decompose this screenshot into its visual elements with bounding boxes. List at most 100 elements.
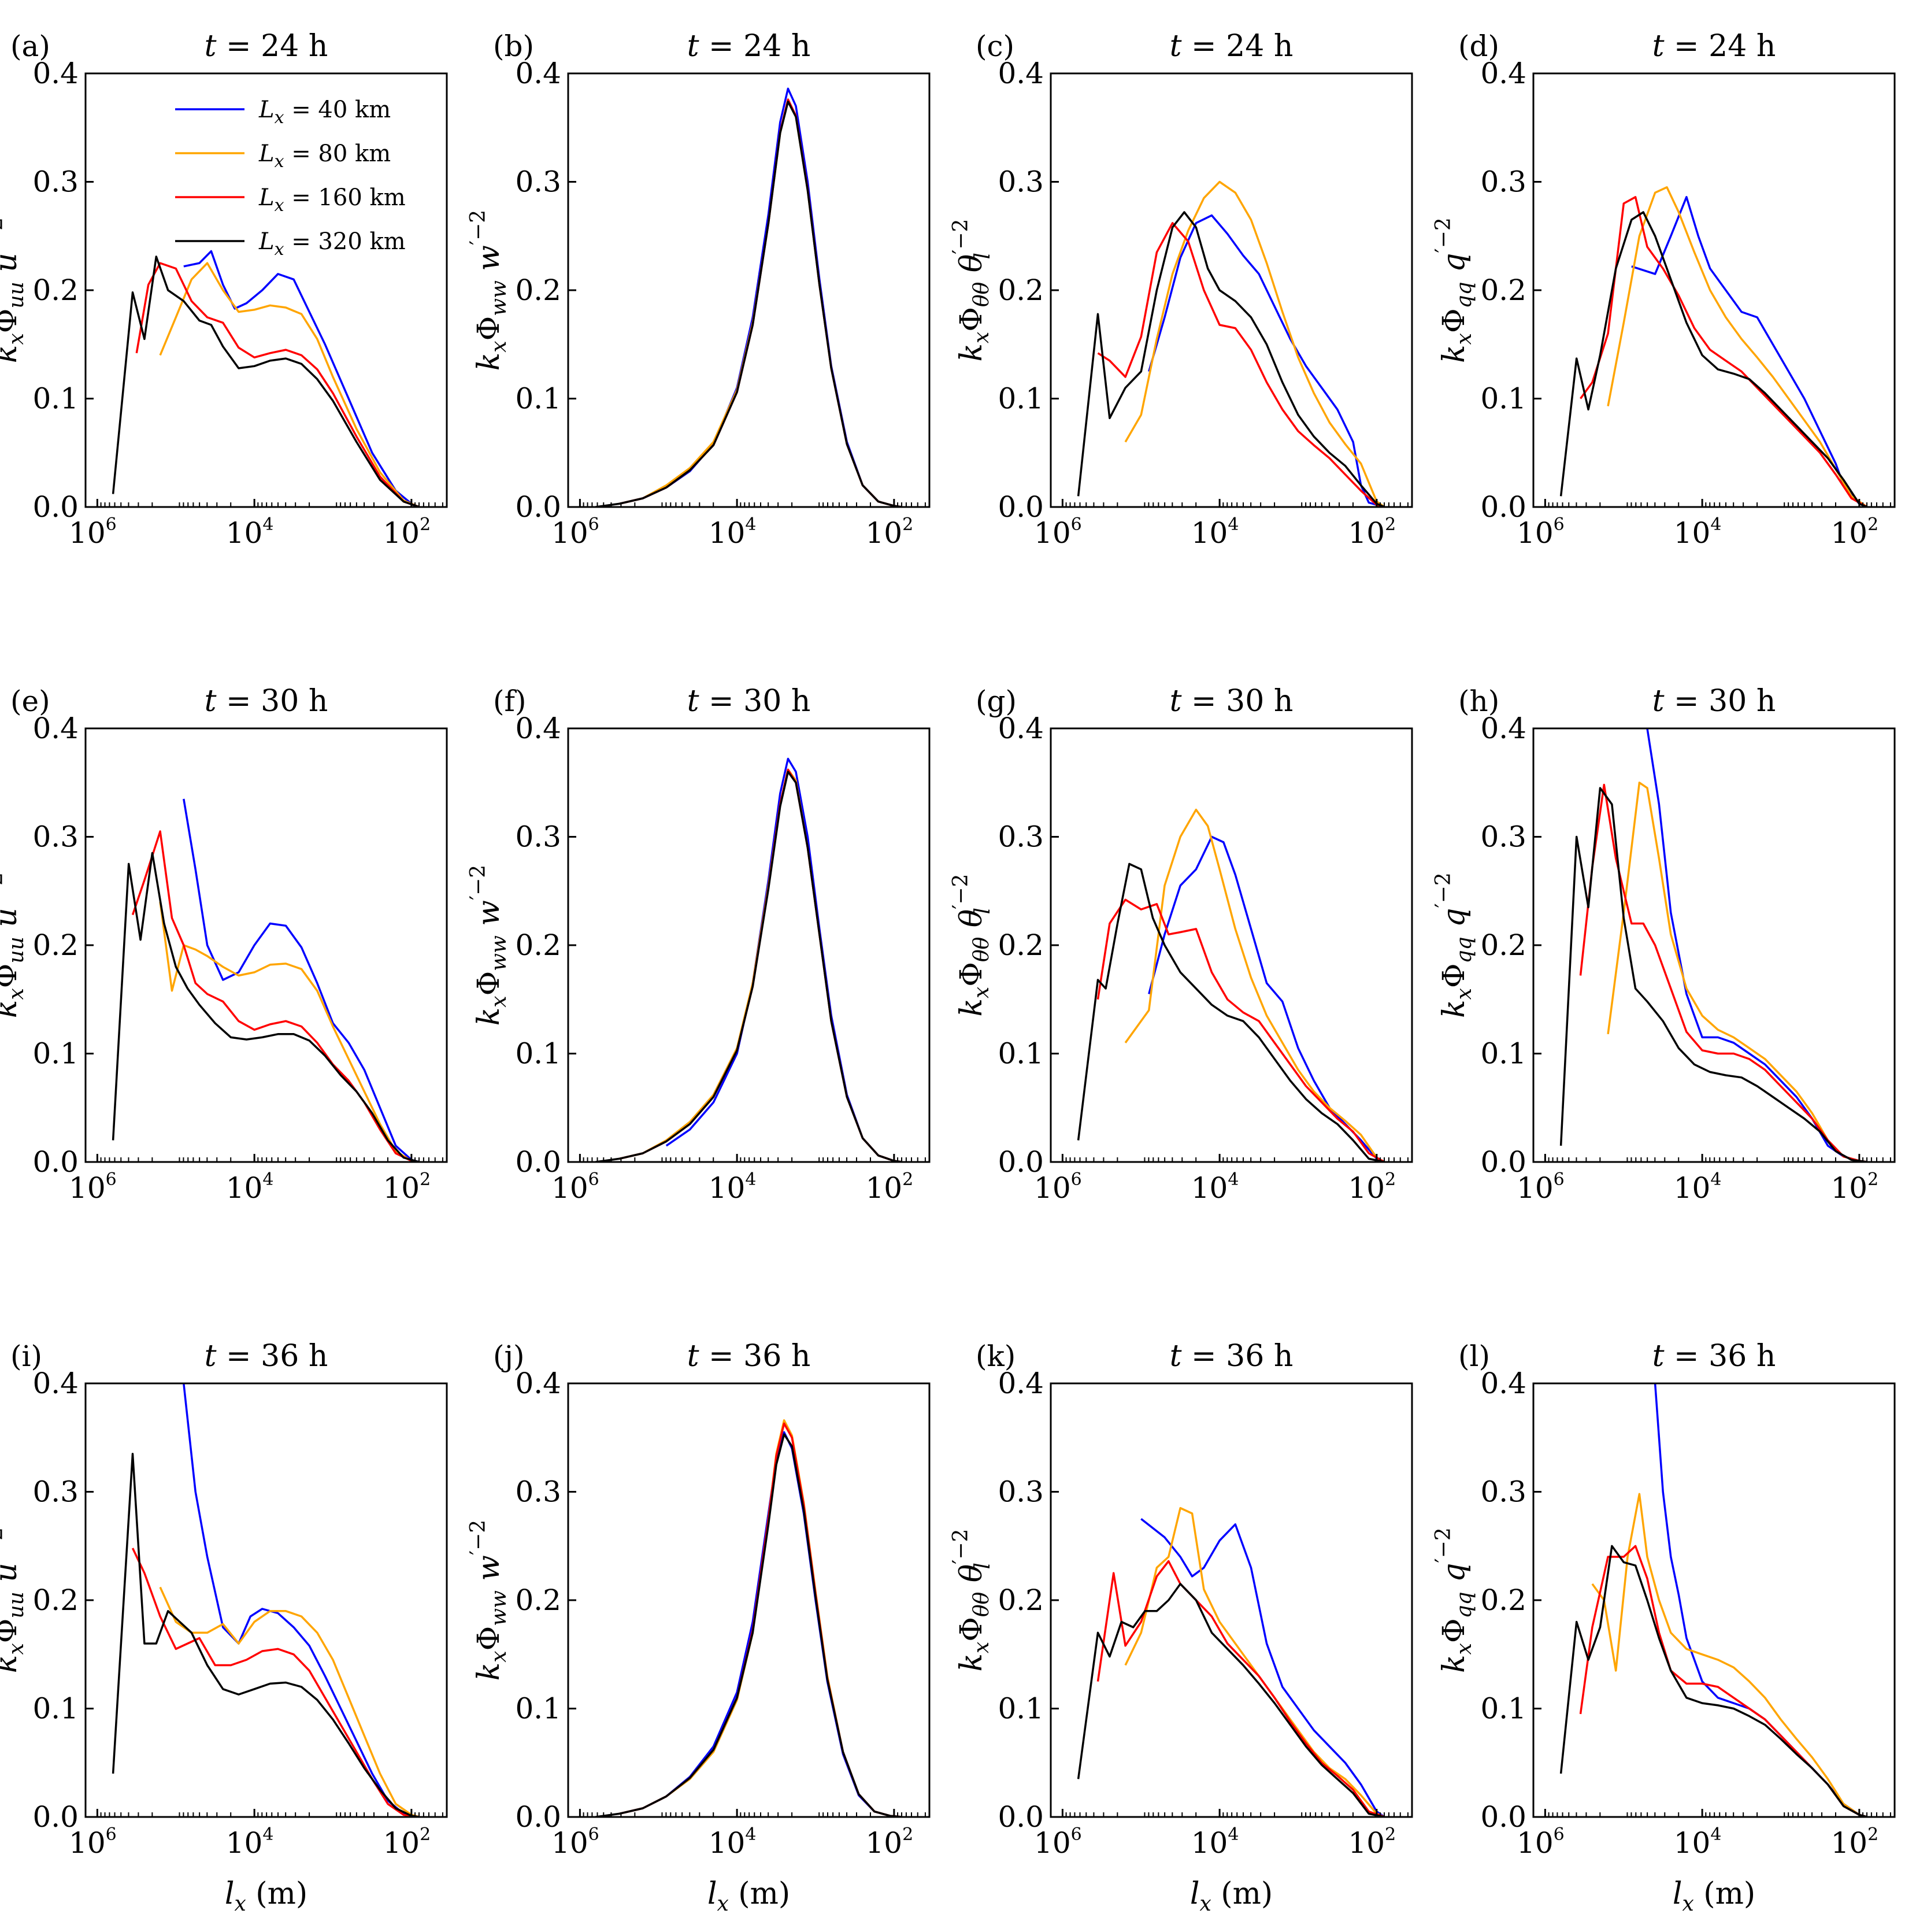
y-tick-label: 0.4: [1480, 712, 1526, 745]
ylab-var: q: [1437, 253, 1472, 282]
ylab-k-sub: x: [970, 1642, 994, 1653]
y-tick-label: 0.1: [515, 382, 561, 416]
legend-sym: L: [258, 228, 275, 255]
x-tick-exp: 4: [1710, 1169, 1721, 1190]
x-tick-label: 104: [226, 1169, 274, 1205]
series-group: [595, 87, 902, 507]
series-line-2: [1124, 808, 1385, 1162]
x-tick-exp: 6: [1554, 1169, 1565, 1190]
xlab-unit: (m): [729, 1877, 790, 1911]
x-tick-exp: 4: [262, 1824, 273, 1845]
series-line-4: [1559, 787, 1867, 1162]
x-tick-exp: 4: [1710, 515, 1721, 535]
y-tick-label: 0.4: [998, 1367, 1044, 1400]
y-tick-label: 0.2: [998, 928, 1044, 962]
x-tick-label: 106: [1517, 1169, 1565, 1205]
y-tick-label: 0.3: [32, 820, 79, 854]
series-line-3: [618, 1422, 902, 1817]
x-tick-exp: 6: [1071, 1824, 1082, 1845]
ylab-phi: Φ: [1437, 1618, 1472, 1643]
ylab-k-sub: x: [5, 1643, 28, 1655]
panel-label: (j): [493, 1339, 525, 1373]
series-group: [595, 757, 902, 1162]
y-tick-label: 0.1: [998, 382, 1044, 416]
x-tick-base: 10: [1674, 516, 1711, 550]
title-value: = 36 h: [217, 1339, 328, 1374]
ylab-phi: Φ: [1437, 963, 1472, 988]
ylab-phi: Φ: [954, 307, 989, 332]
ylab-var-sub: l: [971, 1563, 995, 1570]
title-value: = 24 h: [1182, 29, 1294, 64]
ylab-phi: Φ: [0, 309, 24, 334]
y-tick-label: 0.2: [515, 273, 561, 307]
x-axis-label: lx (m): [225, 1877, 307, 1916]
panel-label: (a): [10, 29, 50, 63]
legend-text: = 160 km: [284, 184, 405, 211]
x-tick-label: 104: [1191, 515, 1239, 550]
y-tick-label: 0.0: [32, 490, 79, 524]
x-tick-label: 104: [709, 515, 757, 550]
x-tick-base: 10: [1191, 1171, 1228, 1205]
x-tick-label: 102: [383, 1824, 431, 1860]
axes-frame: [84, 727, 448, 1163]
ylab-k-sub: x: [5, 988, 28, 1000]
series-line-3: [618, 98, 902, 507]
x-tick-label: 102: [1348, 1169, 1396, 1205]
axes-frame: [1532, 72, 1896, 508]
series-line-3: [1579, 1545, 1867, 1817]
ylab-k-sub: x: [1452, 988, 1476, 1000]
ylab-sup: ′−2: [1432, 872, 1455, 908]
x-tick-exp: 2: [1867, 1169, 1878, 1190]
y-tick-label: 0.3: [998, 165, 1044, 199]
ylab-phi: Φ: [472, 971, 506, 996]
title-var: t: [205, 29, 217, 64]
y-tick-label: 0.2: [1480, 928, 1526, 962]
legend-entry: Lx = 40 km: [258, 97, 391, 128]
series-line-1: [1646, 728, 1867, 1162]
x-tick-exp: 2: [1867, 515, 1878, 535]
x-tick-exp: 4: [262, 1169, 273, 1190]
x-tick-exp: 2: [1867, 1824, 1878, 1845]
x-tick-label: 102: [383, 1169, 431, 1205]
series-line-3: [131, 830, 420, 1162]
series-group: [1077, 808, 1385, 1162]
series-group: [112, 1383, 420, 1817]
series-line-4: [112, 852, 420, 1162]
ylab-sup: ′−2: [0, 217, 8, 253]
series-line-3: [1096, 1560, 1385, 1817]
title-value: = 24 h: [217, 29, 328, 64]
ylab-var: θ: [954, 909, 989, 937]
y-axis-label: kxΦθθ θ′−2l: [949, 1529, 995, 1672]
ylab-phi: Φ: [1437, 308, 1472, 333]
y-tick-label: 0.3: [32, 165, 79, 199]
legend-entry: Lx = 160 km: [258, 184, 406, 216]
y-tick-label: 0.0: [32, 1800, 79, 1834]
y-tick-label: 0.1: [998, 1037, 1044, 1071]
series-group: [1077, 1507, 1385, 1817]
panel-title: t = 24 h: [1652, 29, 1776, 64]
legend-text: = 320 km: [284, 228, 405, 255]
ylab-phi-sub: qq: [1452, 937, 1476, 963]
x-tick-base: 10: [69, 516, 106, 550]
y-axis-label: kxΦqq q′−2: [1432, 217, 1476, 363]
series-line-1: [183, 1383, 420, 1817]
series-line-4: [1077, 863, 1385, 1162]
series-group: [112, 798, 420, 1162]
x-tick-exp: 4: [745, 1169, 756, 1190]
y-axis-label: kxΦqq q′−2: [1432, 872, 1476, 1018]
series-line-4: [1077, 1583, 1385, 1817]
legend-entry: Lx = 320 km: [258, 228, 406, 260]
y-tick-label: 0.3: [1480, 165, 1526, 199]
ylab-k-sub: x: [1452, 1643, 1476, 1655]
ylab-k: k: [472, 353, 506, 371]
title-value: = 30 h: [699, 684, 811, 719]
x-tick-label: 102: [865, 1824, 913, 1860]
y-axis-label: kxΦuu u′−2: [0, 217, 28, 363]
legend-sub: x: [275, 151, 284, 172]
xlab-unit: (m): [1211, 1877, 1273, 1911]
x-tick-base: 10: [1517, 516, 1554, 550]
